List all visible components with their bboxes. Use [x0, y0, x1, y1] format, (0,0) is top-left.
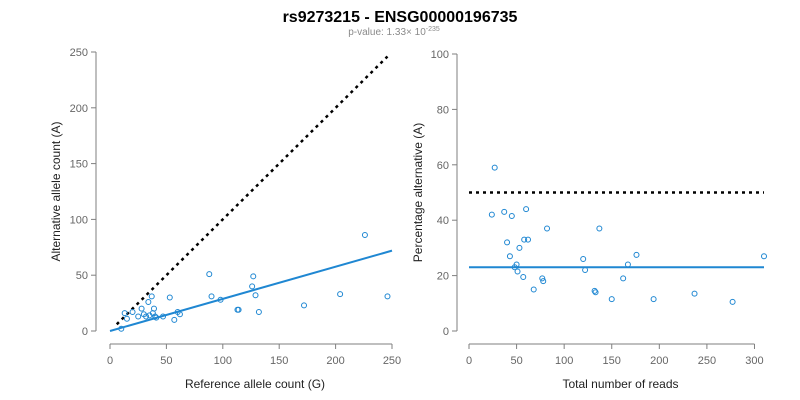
data-point [337, 291, 344, 298]
y-tick-label: 20 [437, 271, 449, 283]
data-point [761, 253, 767, 260]
data-point [592, 289, 599, 296]
data-point [145, 298, 152, 305]
data-point [501, 208, 508, 215]
reference-line [115, 55, 389, 326]
data-point [591, 287, 598, 294]
data-point [582, 267, 589, 274]
x-tick-label: 300 [745, 355, 763, 367]
data-point [620, 275, 627, 282]
x-tick-label: 150 [603, 355, 621, 367]
x-tick-label: 0 [107, 355, 113, 367]
y-tick-label: 40 [437, 215, 449, 227]
x-tick-label: 100 [555, 355, 573, 367]
data-point [250, 273, 257, 280]
y-tick-label: 80 [437, 104, 449, 116]
data-point [138, 305, 145, 312]
data-point [544, 225, 551, 232]
data-point [384, 293, 391, 300]
data-point [153, 314, 160, 321]
data-point [624, 261, 631, 268]
y-tick-label: 100 [70, 214, 88, 226]
y-tick-label: 250 [70, 47, 88, 59]
data-point [488, 211, 495, 218]
pvalue-label: p-value: 1.33× 10-235 [348, 26, 440, 38]
data-point [129, 309, 136, 316]
x-tick-label: 0 [466, 355, 472, 367]
data-point [540, 278, 547, 285]
x-tick-label: 100 [214, 355, 232, 367]
data-point [521, 236, 528, 243]
data-point [580, 255, 587, 262]
x-tick-label: 200 [650, 355, 668, 367]
data-point [523, 206, 530, 213]
data-point [539, 275, 546, 282]
percentage-alternative-scatter-plot: 0 50 100 150 200 250 300 0 20 40 60 80 100 Total numb… [411, 49, 767, 391]
data-point [176, 311, 183, 318]
data-point [729, 298, 736, 305]
pvalue-text: p-value: 1.33× 10 [348, 27, 426, 38]
y-tick-label: 0 [82, 326, 88, 338]
data-point [525, 236, 531, 243]
data-point [504, 239, 511, 246]
data-point [135, 313, 142, 320]
data-point [150, 305, 157, 312]
data-point [491, 164, 498, 171]
data-point [123, 315, 130, 322]
data-point [508, 213, 515, 220]
y-tick-label: 0 [443, 326, 449, 338]
data-point [206, 271, 213, 278]
x-tick-label: 250 [383, 355, 401, 367]
data-point [166, 294, 173, 301]
data-point [530, 286, 537, 293]
data-point [650, 296, 657, 303]
y-tick-label: 150 [70, 159, 88, 171]
y-axis-label: Percentage alternative (A) [411, 123, 425, 262]
data-point [252, 292, 259, 299]
data-point [691, 290, 698, 297]
data-point [148, 293, 155, 300]
data-point [596, 225, 603, 232]
data-point [520, 273, 527, 280]
data-point [143, 313, 150, 320]
data-point [160, 313, 167, 320]
data-point [301, 302, 308, 309]
data-point [217, 296, 224, 303]
y-axis-label: Alternative allele count (A) [49, 121, 63, 261]
x-tick-label: 50 [510, 355, 522, 367]
y-tick-label: 200 [70, 103, 88, 115]
allele-count-scatter-plot: 0 50 100 150 200 250 0 50 100 150 200 250 Reference … [49, 47, 401, 391]
pvalue-exponent: -235 [426, 26, 440, 33]
data-point [118, 325, 125, 332]
data-point [514, 268, 521, 275]
data-point [171, 316, 178, 323]
data-point [633, 251, 640, 258]
data-point [249, 283, 256, 290]
figure-title: rs9273215 - ENSG00000196735 [283, 9, 518, 26]
x-tick-label: 200 [326, 355, 344, 367]
fit-line [109, 249, 393, 332]
data-point [208, 293, 215, 300]
data-point [516, 244, 523, 251]
x-axis-label: Total number of reads [562, 377, 678, 391]
y-tick-label: 60 [437, 160, 449, 172]
data-point [361, 232, 368, 239]
data-point [235, 306, 242, 313]
data-point [255, 309, 262, 316]
data-point [513, 261, 520, 268]
x-tick-label: 150 [270, 355, 288, 367]
x-tick-label: 50 [160, 355, 172, 367]
data-point [152, 313, 159, 320]
y-tick-label: 100 [431, 49, 449, 61]
x-axis-label: Reference allele count (G) [185, 377, 325, 391]
data-point [608, 296, 615, 303]
x-tick-label: 250 [698, 355, 716, 367]
data-point [121, 310, 128, 317]
y-tick-label: 50 [76, 270, 88, 282]
data-point [506, 253, 513, 260]
